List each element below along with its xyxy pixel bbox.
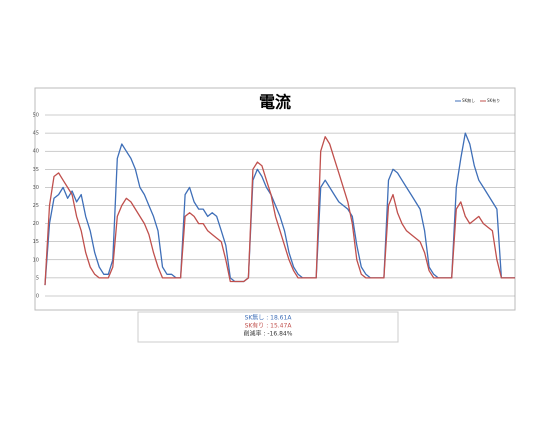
y-tick-label: 45 xyxy=(33,131,39,137)
y-tick-label: 0 xyxy=(36,294,39,300)
y-tick-label: 15 xyxy=(33,239,39,245)
y-tick-label: 25 xyxy=(33,203,39,209)
chart-frame xyxy=(34,87,516,311)
y-tick-label: 30 xyxy=(33,185,39,191)
summary-text: SK無し : 18.61A xyxy=(245,314,293,322)
y-tick-label: 5 xyxy=(36,275,39,281)
summary-text: 削減率 : -16.84% xyxy=(244,330,293,338)
summary-box xyxy=(137,311,399,343)
y-tick-label: 20 xyxy=(33,221,39,227)
y-tick-label: 35 xyxy=(33,167,39,173)
chart-title: 電流 xyxy=(259,93,291,112)
line-series xyxy=(44,136,515,286)
legend-label: SK有り xyxy=(487,97,500,103)
y-tick-label: 40 xyxy=(33,149,39,155)
y-tick-label: 50 xyxy=(33,113,39,119)
legend-label: SK無し xyxy=(462,97,475,103)
summary-text: SK有り : 15.47A xyxy=(245,322,293,330)
y-tick-label: 10 xyxy=(33,257,39,263)
line-series xyxy=(44,132,515,286)
